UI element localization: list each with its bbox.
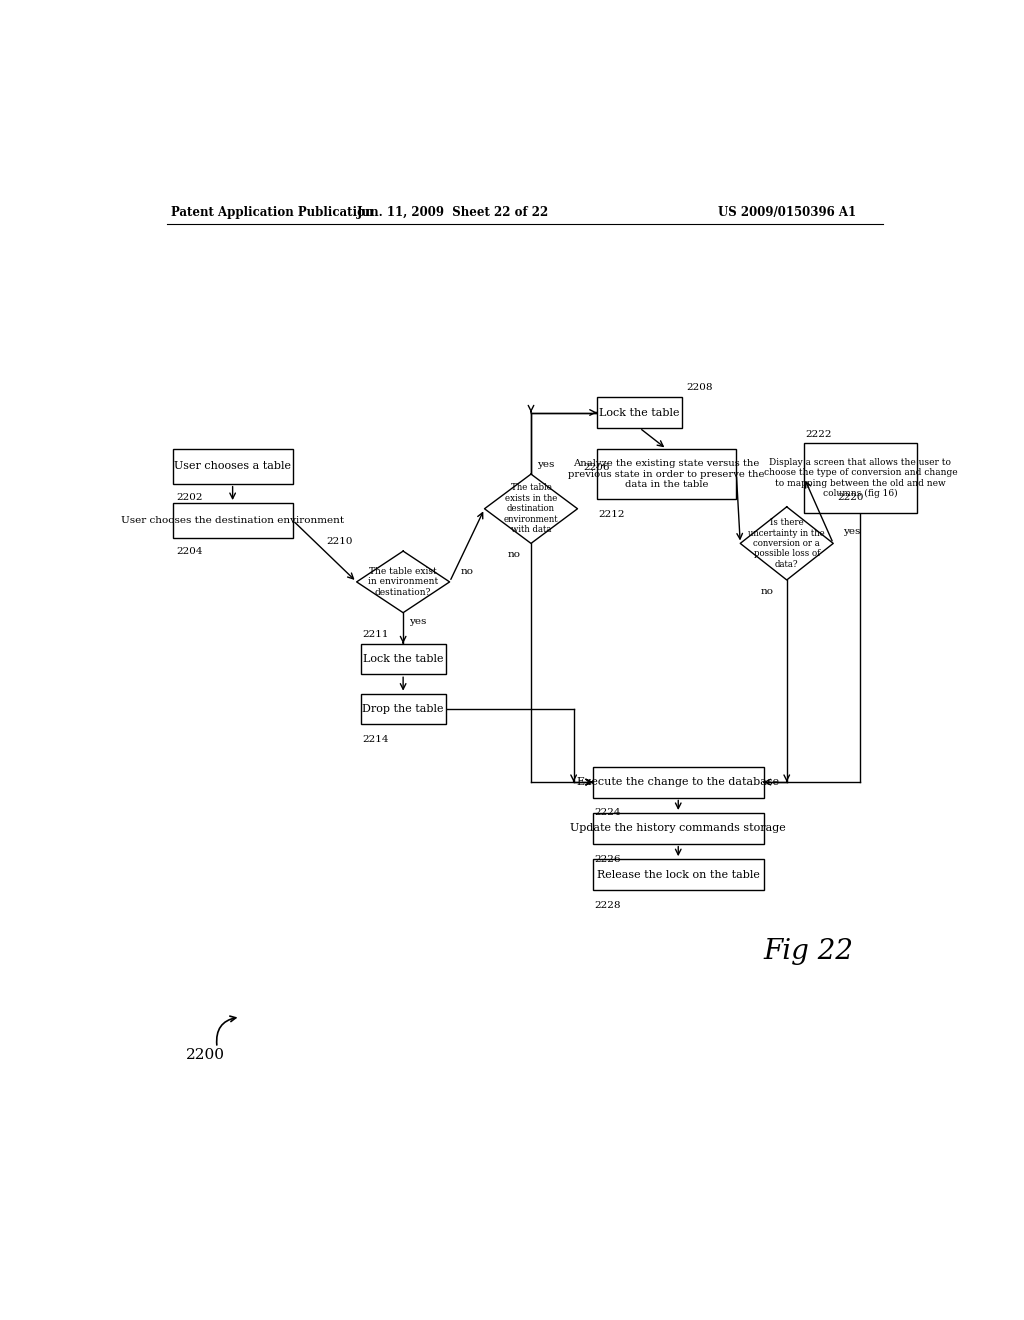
Polygon shape <box>740 507 834 579</box>
Text: no: no <box>761 587 774 597</box>
Text: Jun. 11, 2009  Sheet 22 of 22: Jun. 11, 2009 Sheet 22 of 22 <box>357 206 550 219</box>
Text: Drop the table: Drop the table <box>362 704 443 714</box>
Text: 2208: 2208 <box>686 383 713 392</box>
FancyArrowPatch shape <box>217 1016 236 1045</box>
FancyBboxPatch shape <box>593 767 764 797</box>
Text: Analyze the existing state versus the
previous state in order to preserve the
da: Analyze the existing state versus the pr… <box>568 459 765 488</box>
Text: 2212: 2212 <box>598 510 625 519</box>
Text: 2206: 2206 <box>584 463 610 473</box>
Text: User chooses a table: User chooses a table <box>174 462 291 471</box>
Text: yes: yes <box>843 528 860 536</box>
Text: The table
exists in the
destination
environment
with data: The table exists in the destination envi… <box>504 483 558 535</box>
Text: Fig 22: Fig 22 <box>764 939 853 965</box>
Text: Execute the change to the database: Execute the change to the database <box>578 777 779 787</box>
Text: Lock the table: Lock the table <box>599 408 680 417</box>
Text: 2210: 2210 <box>327 537 352 546</box>
Text: Is there
uncertainty in the
conversion or a
possible loss of
data?: Is there uncertainty in the conversion o… <box>749 519 825 569</box>
Text: Release the lock on the table: Release the lock on the table <box>597 870 760 879</box>
FancyBboxPatch shape <box>593 813 764 843</box>
Text: no: no <box>461 568 473 577</box>
FancyBboxPatch shape <box>173 449 293 483</box>
Text: yes: yes <box>409 618 426 627</box>
Text: 2226: 2226 <box>595 854 621 863</box>
Text: The table exist
in environment
destination?: The table exist in environment destinati… <box>368 568 438 597</box>
Text: 2224: 2224 <box>595 808 621 817</box>
FancyBboxPatch shape <box>360 644 445 675</box>
Text: Patent Application Publication: Patent Application Publication <box>171 206 373 219</box>
Text: Lock the table: Lock the table <box>362 653 443 664</box>
FancyBboxPatch shape <box>804 444 916 512</box>
Text: 2200: 2200 <box>186 1048 225 1063</box>
Text: Update the history commands storage: Update the history commands storage <box>570 824 786 833</box>
Text: no: no <box>508 550 520 560</box>
Text: yes: yes <box>538 461 555 470</box>
Text: 2204: 2204 <box>176 546 203 556</box>
Text: Display a screen that allows the user to
choose the type of conversion and chang: Display a screen that allows the user to… <box>764 458 957 498</box>
Text: 2228: 2228 <box>595 900 621 909</box>
Text: 2220: 2220 <box>838 494 863 502</box>
Text: 2202: 2202 <box>176 494 203 502</box>
Text: 2211: 2211 <box>362 630 388 639</box>
Text: 2214: 2214 <box>362 735 388 744</box>
FancyBboxPatch shape <box>593 859 764 890</box>
Text: User chooses the destination environment: User chooses the destination environment <box>121 516 344 525</box>
Polygon shape <box>356 552 450 612</box>
FancyBboxPatch shape <box>597 397 682 428</box>
FancyBboxPatch shape <box>173 503 293 537</box>
FancyBboxPatch shape <box>360 693 445 725</box>
Text: US 2009/0150396 A1: US 2009/0150396 A1 <box>718 206 856 219</box>
Polygon shape <box>484 474 578 544</box>
FancyBboxPatch shape <box>597 449 736 499</box>
Text: 2222: 2222 <box>806 429 833 438</box>
